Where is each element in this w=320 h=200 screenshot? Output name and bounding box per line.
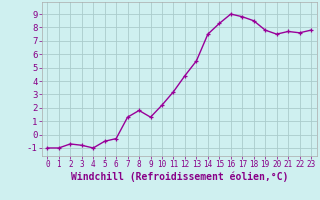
X-axis label: Windchill (Refroidissement éolien,°C): Windchill (Refroidissement éolien,°C) [70, 172, 288, 182]
